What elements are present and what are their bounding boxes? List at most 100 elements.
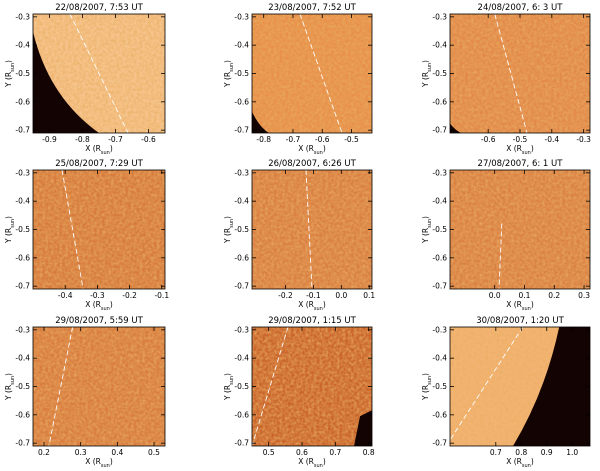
solar-limb <box>33 31 99 133</box>
x-axis-label-part: X (R <box>85 144 101 153</box>
y-tick-label: -0.5 <box>15 225 30 234</box>
y-tick-label: -0.7 <box>432 126 447 135</box>
panel: 23/08/2007, 7:52 UT -0.8 -0.7 -0.6 -0.5 -0.7 -… <box>223 3 373 156</box>
y-tick-label: -0.5 <box>15 382 30 391</box>
y-tick-label: -0.6 <box>234 97 249 106</box>
y-axis-label-part: ) <box>223 60 232 63</box>
x-tick-label: -0.1 <box>306 291 321 300</box>
y-axis-label-part: ) <box>421 373 430 376</box>
x-axis-label: X (Rsun) <box>298 457 326 469</box>
x-axis-label-part: X (R <box>298 300 314 309</box>
y-tick-label: -0.4 <box>432 41 447 50</box>
y-tick-label: -0.3 <box>432 168 447 177</box>
panel: 30/08/2007, 1:20 UT 0.7 0.8 0.9 1.0 -0.7 -0.6 -… <box>421 316 591 469</box>
image-texture <box>252 327 372 446</box>
x-tick-label: 0.2 <box>548 291 560 300</box>
y-axis-label: Y (Rsun) <box>421 216 433 244</box>
y-tick-label: -0.7 <box>234 282 249 291</box>
x-tick-label: -0.6 <box>315 135 330 144</box>
solar-limb <box>450 123 462 133</box>
x-tick-label: -0.5 <box>344 135 359 144</box>
y-tick-label: -0.7 <box>432 439 447 448</box>
x-axis-label-part: ) <box>110 144 113 153</box>
x-axis-label-part: X (R <box>506 144 522 153</box>
x-tick-label: 0.6 <box>296 448 308 457</box>
x-axis-label-part: sun <box>314 463 323 469</box>
x-axis-label-part: X (R <box>298 144 314 153</box>
y-axis-label-part: Y (R <box>421 385 430 401</box>
panel: 26/08/2007, 6:26 UT -0.2 -0.1 0.0 0.1 -0.7 -0.… <box>223 159 375 312</box>
x-axis-label: X (Rsun) <box>85 144 113 156</box>
y-tick-label: -0.6 <box>234 410 249 419</box>
panel: 29/08/2007, 1:15 UT 0.5 0.6 0.7 0.8 -0.7 -0.6 -… <box>223 316 375 469</box>
y-axis-label: Y (Rsun) <box>4 373 16 401</box>
solar-image <box>252 170 372 289</box>
x-axis-label: X (Rsun) <box>85 300 113 312</box>
solar-limb <box>252 111 269 133</box>
panel-title: 26/08/2007, 6:26 UT <box>268 159 356 169</box>
dashed-guide <box>48 327 74 446</box>
x-axis-label-part: ) <box>323 457 326 466</box>
y-tick-label: -0.6 <box>15 97 30 106</box>
x-tick-label: 0.8 <box>363 448 375 457</box>
x-tick-label: -0.8 <box>75 135 90 144</box>
y-axis-label-part: sun <box>229 219 235 228</box>
x-axis-label-part: sun <box>314 150 323 156</box>
y-tick-label: -0.4 <box>234 41 249 50</box>
x-axis-label-part: sun <box>101 150 110 156</box>
y-tick-label: -0.6 <box>432 410 447 419</box>
x-tick-label: 0.3 <box>578 291 590 300</box>
y-tick-label: -0.5 <box>234 382 249 391</box>
x-axis-label-part: ) <box>531 300 534 309</box>
y-axis-label: Y (Rsun) <box>4 216 16 244</box>
y-tick-label: -0.6 <box>432 97 447 106</box>
y-tick-label: -0.7 <box>432 282 447 291</box>
y-tick-label: -0.5 <box>432 382 447 391</box>
dashed-guide <box>69 14 129 133</box>
x-tick-label: -0.6 <box>141 135 156 144</box>
solar-image <box>252 14 372 133</box>
y-axis-label-part: sun <box>10 376 16 385</box>
y-axis-label-part: Y (R <box>223 72 232 88</box>
y-tick-label: -0.3 <box>234 325 249 334</box>
y-tick-label: -0.4 <box>15 197 30 206</box>
dashed-guide <box>494 14 528 133</box>
solar-image <box>33 170 165 289</box>
panel: 27/08/2007, 6: 1 UT 0.0 0.1 0.2 0.3 -0.7 -0.6 -… <box>421 159 591 312</box>
y-axis-label-part: sun <box>427 376 433 385</box>
x-tick-label: 0.1 <box>363 291 375 300</box>
image-texture <box>450 170 590 289</box>
panel-title: 30/08/2007, 1:20 UT <box>476 316 564 326</box>
image-texture <box>252 170 372 289</box>
x-axis-label-part: X (R <box>506 300 522 309</box>
solar-image <box>450 327 590 446</box>
x-tick-label: -0.3 <box>90 291 105 300</box>
x-axis-label: X (Rsun) <box>85 457 113 469</box>
y-axis-label: Y (Rsun) <box>421 60 433 88</box>
x-tick-label: -0.3 <box>576 135 591 144</box>
dashed-guide <box>61 170 84 289</box>
y-axis-label-part: ) <box>421 60 430 63</box>
solar-limb <box>354 410 372 446</box>
y-tick-label: -0.4 <box>432 197 447 206</box>
y-tick-label: -0.6 <box>15 253 30 262</box>
x-tick-label: 0.7 <box>490 448 502 457</box>
y-tick-label: -0.3 <box>432 325 447 334</box>
panel: 22/08/2007, 7:53 UT -0.9 -0.8 -0.7 -0.6 -0.7 -… <box>4 3 166 156</box>
panel: 29/08/2007, 5:59 UT 0.2 0.3 0.4 0.5 -0.7 -0.6 -… <box>4 316 166 469</box>
panel-title: 27/08/2007, 6: 1 UT <box>478 159 564 169</box>
y-axis-label-part: Y (R <box>4 228 13 244</box>
y-axis-label-part: Y (R <box>4 385 13 401</box>
x-axis-label-part: sun <box>522 463 531 469</box>
solar-image <box>33 14 165 133</box>
x-tick-label: 0.4 <box>111 448 123 457</box>
y-tick-label: -0.5 <box>234 69 249 78</box>
x-tick-label: -0.4 <box>544 135 559 144</box>
y-tick-label: -0.6 <box>234 253 249 262</box>
x-tick-label: -0.6 <box>481 135 496 144</box>
y-axis-label-part: Y (R <box>421 72 430 88</box>
y-tick-label: -0.7 <box>15 282 30 291</box>
x-tick-label: 0.2 <box>38 448 50 457</box>
y-tick-label: -0.4 <box>432 354 447 363</box>
x-axis-label-part: X (R <box>85 300 101 309</box>
